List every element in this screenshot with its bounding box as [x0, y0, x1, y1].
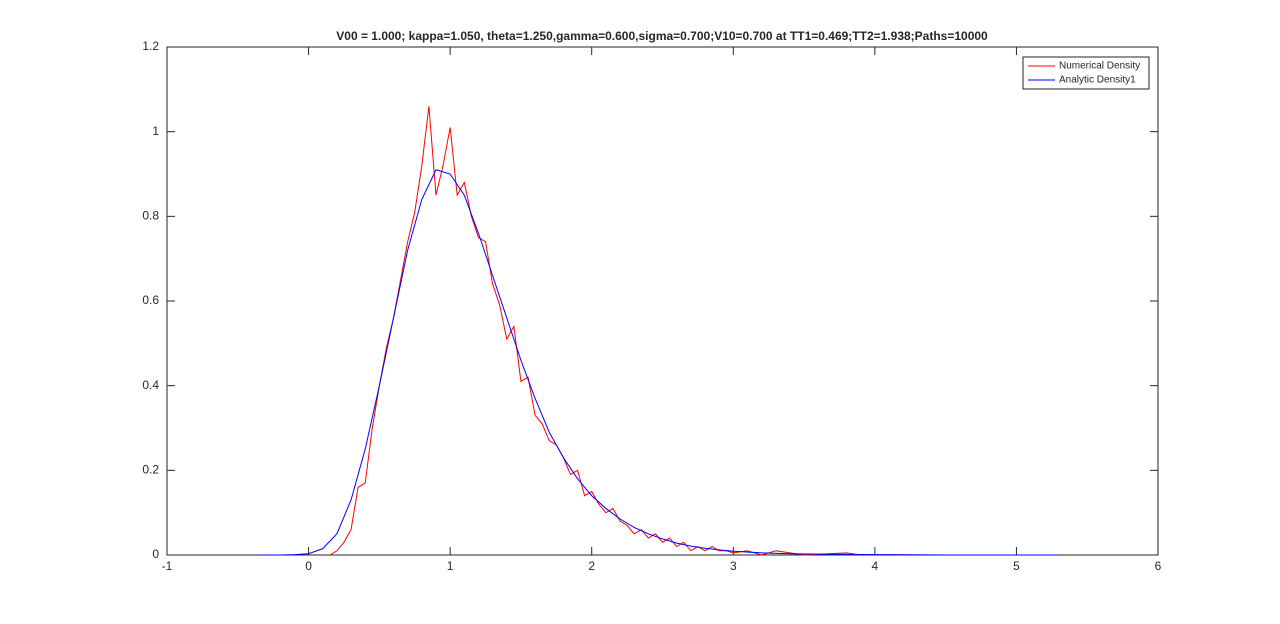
legend-label: Numerical Density	[1059, 61, 1140, 72]
x-tick-label: 4	[872, 559, 879, 573]
x-tick-label: 1	[447, 559, 454, 573]
y-tick-label: 0.2	[142, 463, 159, 477]
y-tick-label: 0	[152, 547, 159, 561]
y-tick-label: 1.2	[142, 39, 159, 53]
x-tick-label: 2	[588, 559, 595, 573]
legend-box	[1022, 56, 1150, 90]
x-tick-label: 0	[305, 559, 312, 573]
y-tick-label: 0.8	[142, 209, 159, 223]
x-tick-label: -1	[162, 559, 173, 573]
y-tick-label: 0.4	[142, 378, 159, 392]
x-tick-label: 3	[730, 559, 737, 573]
y-tick-label: 1	[152, 124, 159, 138]
x-tick-label: 5	[1013, 559, 1020, 573]
x-tick-label: 6	[1155, 559, 1162, 573]
y-tick-label: 0.6	[142, 293, 159, 307]
series-line	[259, 169, 1059, 556]
chart-title: V00 = 1.000; kappa=1.050, theta=1.250,ga…	[336, 29, 988, 43]
legend-label: Analytic Density1	[1059, 75, 1136, 86]
